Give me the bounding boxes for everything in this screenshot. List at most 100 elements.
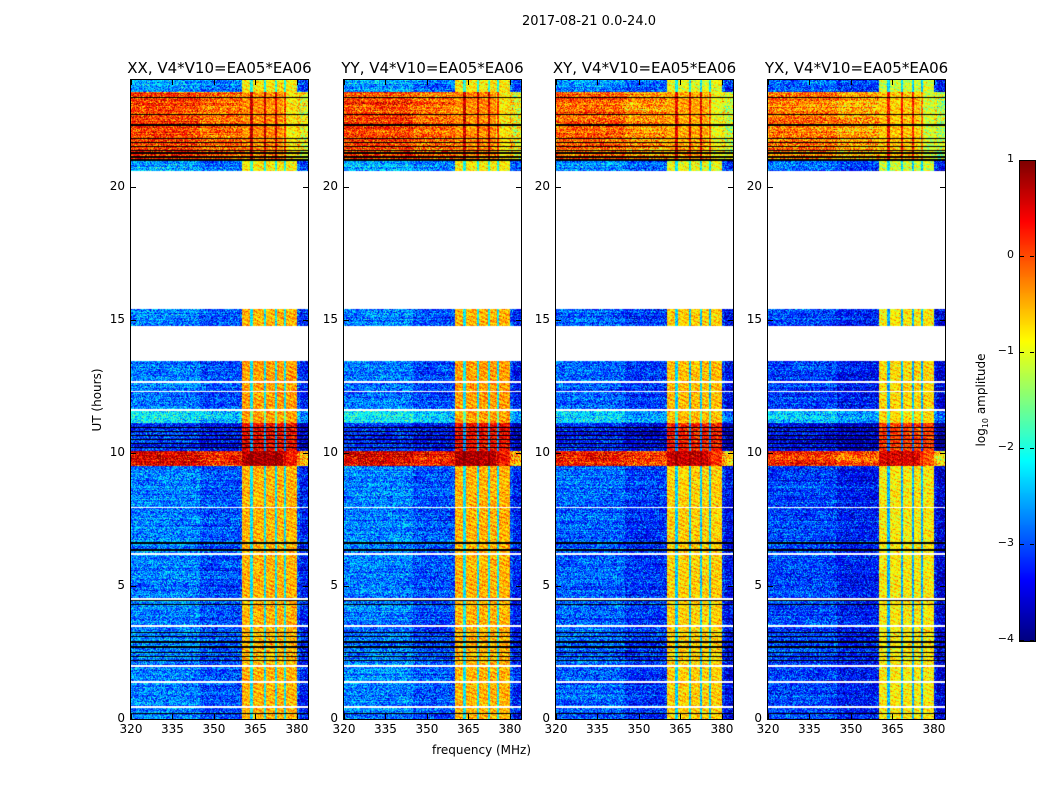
y-tick-mark xyxy=(768,452,773,454)
y-tick-label: 5 xyxy=(542,577,550,592)
heatmap-panel xyxy=(555,79,734,720)
y-tick-label: 10 xyxy=(746,444,762,459)
x-tick-mark xyxy=(556,714,557,719)
x-tick-mark xyxy=(721,80,723,85)
x-tick-mark xyxy=(850,80,852,85)
x-tick-label: 350 xyxy=(839,722,863,736)
colorbar-tick xyxy=(1030,160,1034,161)
panel-title: XY, V4*V10=EA05*EA06 xyxy=(552,59,737,77)
x-tick-label: 320 xyxy=(332,722,356,736)
x-tick-label: 335 xyxy=(586,722,609,736)
y-tick-mark xyxy=(768,585,773,587)
heatmap-panel xyxy=(767,79,946,720)
colorbar-tick xyxy=(1020,352,1024,353)
x-tick-label: 365 xyxy=(669,722,692,736)
x-tick-mark xyxy=(255,714,257,719)
x-tick-mark xyxy=(426,80,428,85)
y-tick-mark xyxy=(728,452,733,454)
x-tick-mark xyxy=(638,714,640,719)
colorbar-tick xyxy=(1020,256,1024,257)
colorbar-label-log: log xyxy=(973,428,988,447)
y-tick-mark xyxy=(344,719,349,720)
colorbar-tick-label: −3 xyxy=(997,536,1014,549)
y-tick-label: 10 xyxy=(322,444,338,459)
x-tick-mark xyxy=(255,80,257,85)
y-tick-mark xyxy=(516,719,521,720)
x-tick-mark xyxy=(131,80,132,85)
x-tick-label: 320 xyxy=(544,722,568,736)
x-tick-mark xyxy=(426,714,428,719)
y-tick-label: 15 xyxy=(534,311,550,326)
colorbar-label-rest: amplitude xyxy=(973,353,988,418)
y-tick-mark xyxy=(131,186,136,188)
colorbar xyxy=(1019,160,1036,642)
x-tick-mark xyxy=(850,714,852,719)
y-tick-mark xyxy=(728,319,733,321)
y-tick-label: 20 xyxy=(534,178,550,193)
panel-title: XX, V4*V10=EA05*EA06 xyxy=(127,59,312,77)
heatmap-panel xyxy=(130,79,309,720)
colorbar-tick-label: 0 xyxy=(1007,248,1014,261)
x-tick-label: 365 xyxy=(881,722,904,736)
x-tick-mark xyxy=(468,80,470,85)
colorbar-tick-label: −1 xyxy=(997,344,1014,357)
y-tick-mark xyxy=(556,452,561,454)
y-tick-mark xyxy=(344,585,349,587)
y-tick-mark xyxy=(516,319,521,321)
x-tick-mark xyxy=(892,714,894,719)
heatmap-image xyxy=(131,80,308,719)
y-tick-mark xyxy=(131,585,136,587)
x-tick-label: 380 xyxy=(922,722,946,736)
y-tick-mark xyxy=(344,452,349,454)
x-tick-mark xyxy=(721,714,723,719)
x-tick-mark xyxy=(344,80,345,85)
x-tick-label: 335 xyxy=(798,722,821,736)
y-tick-mark xyxy=(516,452,521,454)
colorbar-tick-label: −2 xyxy=(997,440,1014,453)
y-tick-mark xyxy=(131,452,136,454)
x-tick-label: 365 xyxy=(244,722,267,736)
x-tick-mark xyxy=(385,80,387,85)
x-tick-mark xyxy=(597,714,599,719)
x-tick-label: 380 xyxy=(710,722,734,736)
y-tick-label: 15 xyxy=(746,311,762,326)
heatmap-image xyxy=(768,80,945,719)
colorbar-label-sub: 10 xyxy=(981,417,991,429)
colorbar-tick xyxy=(1030,640,1034,641)
x-tick-mark xyxy=(509,714,511,719)
x-tick-mark xyxy=(131,714,132,719)
x-tick-mark xyxy=(344,714,345,719)
x-tick-label: 350 xyxy=(627,722,651,736)
x-tick-mark xyxy=(933,714,935,719)
figure-title: 2017-08-21 0.0-24.0 xyxy=(522,14,656,29)
y-tick-mark xyxy=(303,186,308,188)
heatmap-image xyxy=(556,80,733,719)
y-tick-label: 0 xyxy=(754,711,762,725)
x-tick-mark xyxy=(892,80,894,85)
y-tick-label: 10 xyxy=(534,444,550,459)
colorbar-tick xyxy=(1030,352,1034,353)
y-tick-mark xyxy=(556,186,561,188)
y-tick-mark xyxy=(303,319,308,321)
x-tick-mark xyxy=(172,714,174,719)
x-tick-mark xyxy=(933,80,935,85)
x-tick-mark xyxy=(509,80,511,85)
y-tick-mark xyxy=(728,585,733,587)
x-tick-mark xyxy=(296,80,298,85)
x-tick-mark xyxy=(680,80,682,85)
panel-title: YX, V4*V10=EA05*EA06 xyxy=(764,59,949,77)
y-tick-label: 5 xyxy=(754,577,762,592)
colorbar-tick xyxy=(1030,256,1034,257)
y-tick-mark xyxy=(556,319,561,321)
x-tick-label: 365 xyxy=(457,722,480,736)
heatmap-image xyxy=(344,80,521,719)
y-tick-mark xyxy=(131,319,136,321)
y-tick-mark xyxy=(303,585,308,587)
x-tick-label: 350 xyxy=(415,722,439,736)
y-tick-mark xyxy=(131,719,136,720)
y-tick-mark xyxy=(768,186,773,188)
y-tick-label: 20 xyxy=(322,178,338,193)
y-tick-mark xyxy=(940,719,945,720)
y-tick-label: 0 xyxy=(542,711,550,725)
y-axis-label: UT (hours) xyxy=(90,368,104,432)
